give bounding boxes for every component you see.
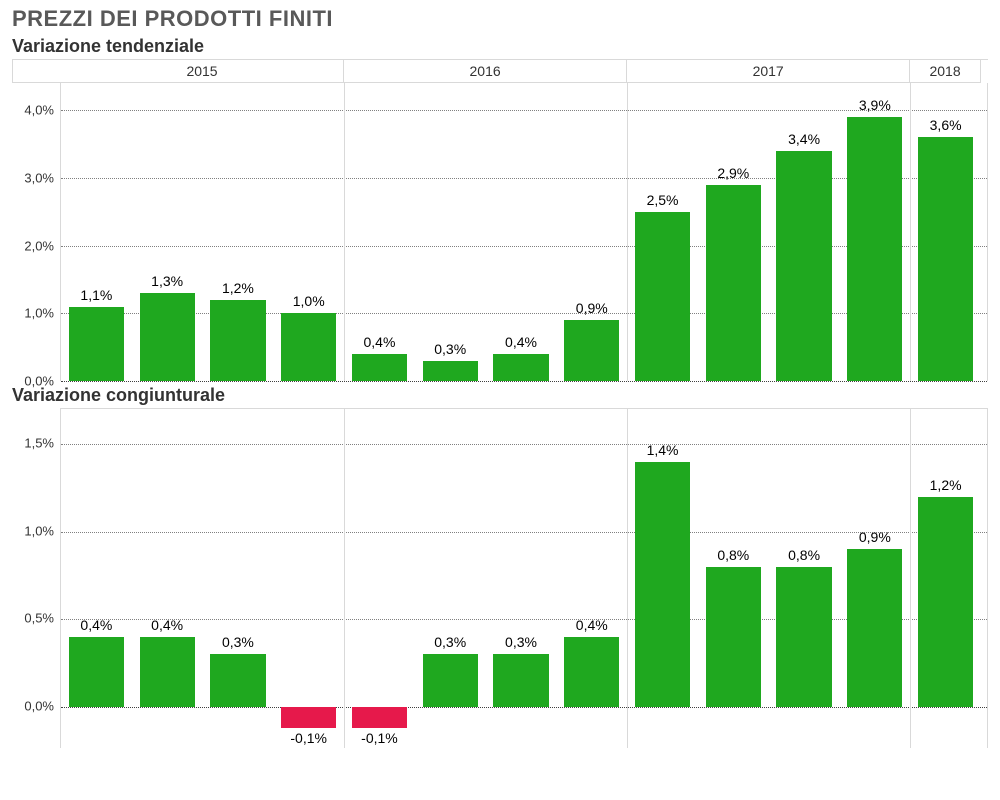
bar <box>564 320 619 381</box>
bar-label: 0,3% <box>505 634 537 650</box>
bar-label: 3,9% <box>859 97 891 113</box>
bar-label: 1,1% <box>80 287 112 303</box>
bar-label: 1,3% <box>151 273 183 289</box>
plot-row: 0,0%1,0%2,0%3,0%4,0%1,1%1,3%1,2%1,0%0,4%… <box>12 83 988 381</box>
year-separator <box>344 409 345 748</box>
bar <box>140 293 195 381</box>
bar-label: 0,3% <box>222 634 254 650</box>
bar <box>493 654 548 707</box>
bar-label: 1,4% <box>647 442 679 458</box>
bar-label: 3,4% <box>788 131 820 147</box>
y-tick-label: 2,0% <box>24 238 54 253</box>
baseline <box>61 707 987 708</box>
bar-label: -0,1% <box>361 730 398 746</box>
bar <box>352 707 407 728</box>
year-header: 2017 <box>627 60 910 83</box>
bar <box>69 637 124 707</box>
bar-label: 0,8% <box>788 547 820 563</box>
charts-container: Variazione tendenziale20152016201720180,… <box>12 36 988 748</box>
year-header: 2018 <box>910 60 981 83</box>
bar <box>635 212 690 381</box>
year-separator <box>627 83 628 381</box>
year-header-row: 2015201620172018 <box>12 59 988 83</box>
bar-label: 0,9% <box>576 300 608 316</box>
y-axis: 0,0% 0,5% 1,0% 1,5% <box>12 408 60 748</box>
bar <box>210 654 265 707</box>
bar <box>423 654 478 707</box>
bar-label: 0,4% <box>80 617 112 633</box>
bar <box>423 361 478 381</box>
year-header: 2015 <box>61 60 344 83</box>
y-tick-label: 0,0% <box>24 374 54 389</box>
bar <box>635 462 690 707</box>
bar-label: 1,2% <box>222 280 254 296</box>
bar <box>706 567 761 707</box>
bar <box>69 307 124 382</box>
y-tick-label: 3,0% <box>24 170 54 185</box>
gridline <box>61 444 987 445</box>
chart-congiunturale: 0,0%0,5%1,0%1,5%0,4%0,4%0,3%-0,1%-0,1%0,… <box>12 408 988 748</box>
year-separator <box>627 409 628 748</box>
y-tick-label: 1,0% <box>24 523 54 538</box>
bar <box>281 707 336 728</box>
y-tick-label: 4,0% <box>24 103 54 118</box>
chart-tendenziale: 20152016201720180,0%1,0%2,0%3,0%4,0%1,1%… <box>12 59 988 381</box>
plot-row: 0,0%0,5%1,0%1,5%0,4%0,4%0,3%-0,1%-0,1%0,… <box>12 408 988 748</box>
bar-label: 2,5% <box>647 192 679 208</box>
plot-area: 0,4% 0,4% 0,3% -0,1% -0,1% 0,3% 0,3% 0,4% 1,4% 0,… <box>60 408 988 748</box>
bar <box>918 137 973 381</box>
bar <box>776 567 831 707</box>
bar-label: 0,3% <box>434 634 466 650</box>
bar <box>847 549 902 707</box>
y-tick-label: 0,5% <box>24 611 54 626</box>
bar <box>706 185 761 381</box>
bar-label: 0,3% <box>434 341 466 357</box>
y-tick-label: 1,5% <box>24 436 54 451</box>
bar <box>918 497 973 707</box>
bar <box>140 637 195 707</box>
bar-label: 0,4% <box>505 334 537 350</box>
bar <box>776 151 831 381</box>
bar-label: 0,8% <box>717 547 749 563</box>
bar-label: 1,2% <box>930 477 962 493</box>
y-tick-label: 1,0% <box>24 306 54 321</box>
gridline <box>61 532 987 533</box>
bar-label: 0,4% <box>363 334 395 350</box>
bar <box>281 313 336 381</box>
bar <box>352 354 407 381</box>
year-header-spacer <box>13 60 61 83</box>
chart-subtitle: Variazione tendenziale <box>12 36 988 57</box>
gridline <box>61 110 987 111</box>
bar-label: 0,4% <box>576 617 608 633</box>
bar-label: 3,6% <box>930 117 962 133</box>
bar-label: 1,0% <box>293 293 325 309</box>
y-tick-label: 0,0% <box>24 699 54 714</box>
bar-label: -0,1% <box>290 730 327 746</box>
year-separator <box>910 83 911 381</box>
baseline <box>61 381 987 382</box>
page-title: PREZZI DEI PRODOTTI FINITI <box>12 6 988 32</box>
plot-area: 1,1% 1,3% 1,2% 1,0% 0,4% 0,3% 0,4% 0,9% 2,5% 2,9%… <box>60 83 988 381</box>
chart-subtitle: Variazione congiunturale <box>12 385 988 406</box>
bar-label: 0,4% <box>151 617 183 633</box>
bar-label: 0,9% <box>859 529 891 545</box>
year-separator <box>910 409 911 748</box>
bar <box>564 637 619 707</box>
bar <box>847 117 902 381</box>
year-header: 2016 <box>344 60 627 83</box>
y-axis: 0,0%1,0%2,0%3,0%4,0% <box>12 83 60 381</box>
bar <box>210 300 265 381</box>
year-separator <box>344 83 345 381</box>
bar <box>493 354 548 381</box>
bar-label: 2,9% <box>717 165 749 181</box>
